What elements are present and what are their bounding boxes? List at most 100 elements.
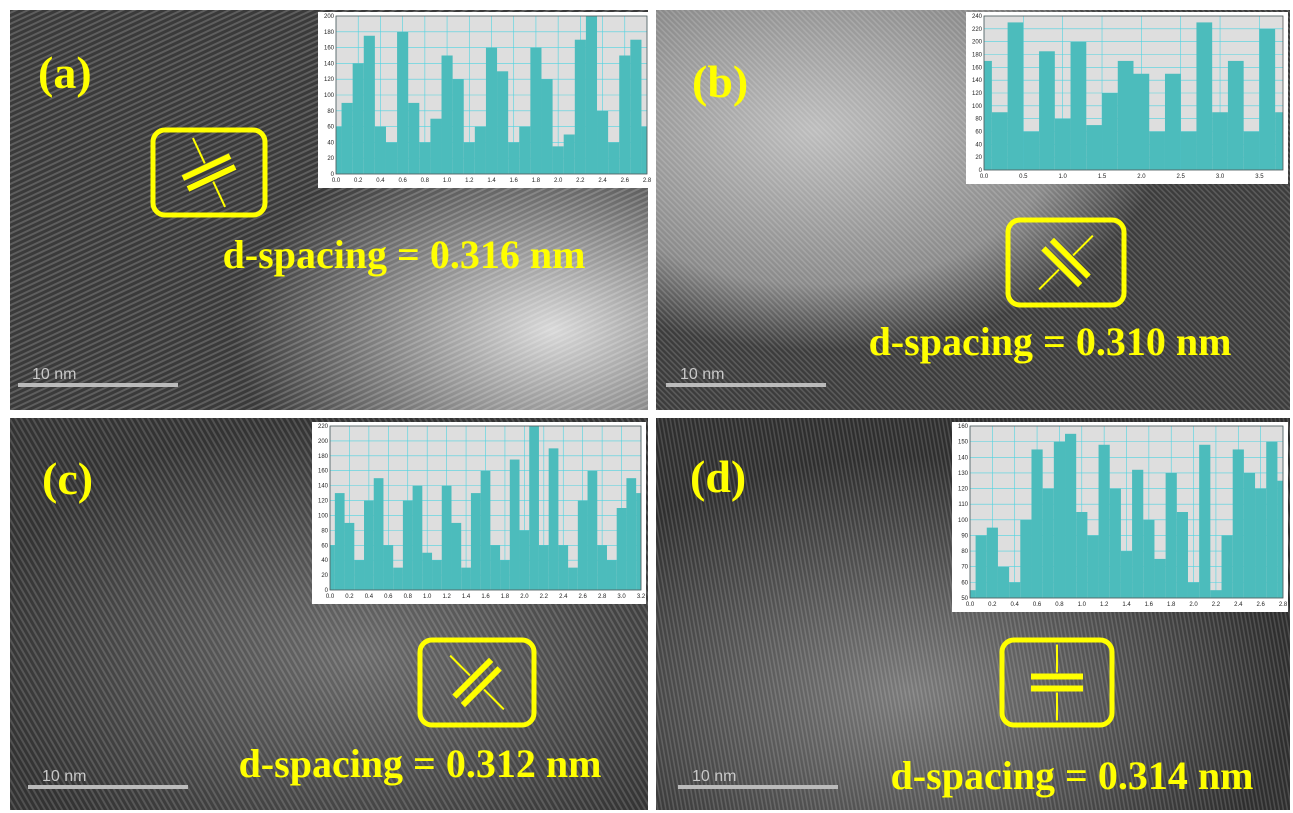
y-tick-label: 160 xyxy=(958,424,969,430)
profile-bar xyxy=(330,545,335,590)
d-spacing: d-spacing = 0.312 nm xyxy=(239,741,602,786)
profile-bar xyxy=(1233,449,1244,598)
profile-bar xyxy=(353,63,364,174)
y-tick-label: 120 xyxy=(324,77,335,83)
x-tick-label: 2.5 xyxy=(1177,174,1186,180)
profile-bar xyxy=(1134,74,1150,170)
x-tick-label: 2.6 xyxy=(621,178,630,184)
profile-bar xyxy=(1065,434,1076,598)
profile-bar xyxy=(1118,61,1134,170)
profile-bar xyxy=(1266,442,1277,598)
profile-bar xyxy=(541,79,552,174)
x-tick-label: 0.4 xyxy=(365,594,374,600)
x-tick-label: 2.4 xyxy=(559,594,568,600)
y-tick-label: 150 xyxy=(958,440,969,446)
y-tick-label: 40 xyxy=(327,140,334,146)
y-tick-label: 100 xyxy=(324,93,335,99)
profile-bar xyxy=(617,508,627,590)
profile-bar xyxy=(430,119,441,174)
y-tick-label: 80 xyxy=(961,549,968,555)
figure: 10 nm(a)d-spacing = 0.316 nm020406080100… xyxy=(0,0,1293,813)
x-tick-label: 0.6 xyxy=(384,594,393,600)
x-tick-label: 2.0 xyxy=(1189,602,1198,608)
x-tick-label: 0.8 xyxy=(421,178,430,184)
x-tick-label: 1.8 xyxy=(532,178,541,184)
profile-bar xyxy=(475,127,486,174)
x-tick-label: 2.2 xyxy=(1212,602,1221,608)
profile-bar xyxy=(519,127,530,174)
d-spacing: d-spacing = 0.310 nm xyxy=(869,319,1232,364)
profile-bar xyxy=(970,590,976,598)
profile-bar xyxy=(453,79,464,174)
x-tick-label: 1.5 xyxy=(1098,174,1107,180)
scale-bar-label: 10 nm xyxy=(680,366,724,383)
profile-bar xyxy=(1149,132,1165,171)
y-tick-label: 180 xyxy=(318,454,329,460)
profile-bar xyxy=(597,111,608,174)
y-tick-label: 140 xyxy=(972,78,983,84)
y-tick-label: 110 xyxy=(958,502,968,508)
x-tick-label: 0.0 xyxy=(326,594,335,600)
profile-bar xyxy=(335,493,345,590)
profile-bar xyxy=(354,560,364,590)
y-tick-label: 160 xyxy=(318,469,329,475)
y-tick-label: 20 xyxy=(321,573,328,579)
profile-bar xyxy=(553,146,564,174)
y-tick-label: 40 xyxy=(321,558,328,564)
x-tick-label: 1.0 xyxy=(1059,174,1068,180)
x-tick-label: 1.4 xyxy=(487,178,496,184)
x-tick-label: 2.2 xyxy=(576,178,585,184)
profile-bar xyxy=(1188,582,1199,598)
x-tick-label: 2.0 xyxy=(1137,174,1146,180)
x-tick-label: 2.4 xyxy=(1234,602,1243,608)
profile-bar xyxy=(1166,473,1177,598)
profile-bar xyxy=(636,493,641,590)
profile-bar xyxy=(1275,112,1283,170)
y-tick-label: 180 xyxy=(972,53,983,59)
x-tick-label: 0.0 xyxy=(980,174,989,180)
profile-bar xyxy=(520,530,530,590)
profile-bar xyxy=(1008,22,1024,170)
profile-bar xyxy=(1181,132,1197,171)
profile-bar xyxy=(364,36,375,174)
y-tick-label: 20 xyxy=(975,155,982,161)
x-tick-label: 0.2 xyxy=(354,178,363,184)
profile-bar xyxy=(1210,590,1221,598)
y-tick-label: 40 xyxy=(975,142,982,148)
y-tick-label: 90 xyxy=(961,533,968,539)
profile-bar xyxy=(578,501,588,590)
profile-bar xyxy=(984,61,992,170)
panel-label: (d) xyxy=(690,451,746,502)
profile-bar xyxy=(393,568,403,590)
profile-bar xyxy=(575,40,586,174)
x-tick-label: 0.4 xyxy=(1011,602,1020,608)
panel-label: (a) xyxy=(38,47,92,98)
profile-bar xyxy=(564,135,575,175)
y-tick-label: 160 xyxy=(324,46,335,52)
x-tick-label: 0.0 xyxy=(966,602,975,608)
profile-bar xyxy=(976,535,987,598)
x-tick-label: 3.5 xyxy=(1255,174,1264,180)
profile-bar xyxy=(1255,489,1266,598)
profile-bar xyxy=(1212,112,1228,170)
profile-bar xyxy=(1165,74,1181,170)
profile-bar xyxy=(419,142,430,174)
profile-bar xyxy=(1196,22,1212,170)
y-tick-label: 100 xyxy=(318,513,329,519)
y-tick-label: 180 xyxy=(324,30,335,36)
y-tick-label: 220 xyxy=(318,424,329,430)
profile-bar xyxy=(1099,445,1110,598)
profile-bar xyxy=(626,478,636,590)
profile-bar xyxy=(1222,535,1233,598)
profile-bar xyxy=(1121,551,1132,598)
profile-bar xyxy=(1102,93,1118,170)
profile-bar xyxy=(345,523,355,590)
x-tick-label: 2.6 xyxy=(579,594,588,600)
x-tick-label: 1.6 xyxy=(510,178,519,184)
profile-bar xyxy=(1055,119,1071,170)
profile-bar xyxy=(408,103,419,174)
profile-bar xyxy=(539,545,549,590)
profile-bar xyxy=(464,142,475,174)
